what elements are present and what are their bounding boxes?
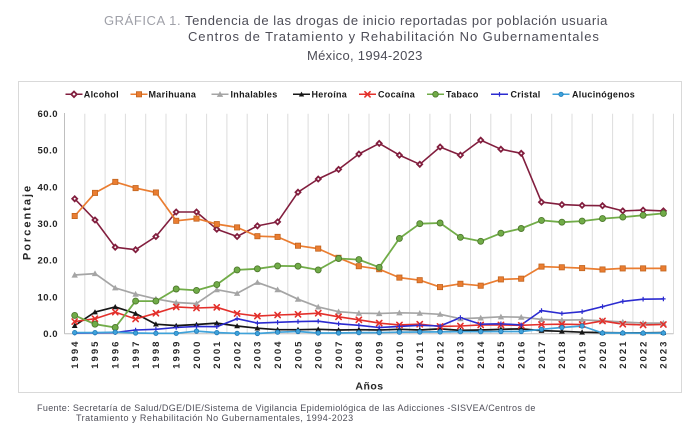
- svg-text:2007: 2007: [334, 340, 345, 369]
- svg-text:Alucinógenos: Alucinógenos: [572, 90, 635, 100]
- svg-text:2023: 2023: [659, 340, 670, 369]
- svg-text:30.0: 30.0: [38, 219, 59, 230]
- svg-text:2020: 2020: [598, 340, 609, 369]
- svg-text:60.0: 60.0: [38, 109, 59, 120]
- svg-text:2018: 2018: [557, 340, 568, 369]
- svg-text:0.0: 0.0: [43, 329, 58, 340]
- svg-text:Marihuana: Marihuana: [149, 90, 197, 100]
- svg-text:1999: 1999: [172, 340, 183, 369]
- svg-text:2009: 2009: [375, 340, 386, 369]
- svg-text:2011: 2011: [415, 340, 426, 369]
- svg-text:50.0: 50.0: [38, 146, 59, 157]
- svg-text:2008: 2008: [354, 340, 365, 369]
- svg-text:Años: Años: [355, 380, 383, 392]
- svg-text:40.0: 40.0: [38, 182, 59, 193]
- svg-text:2012: 2012: [435, 340, 446, 369]
- svg-text:2015: 2015: [496, 340, 507, 369]
- svg-text:Tabaco: Tabaco: [446, 90, 479, 100]
- svg-text:2010: 2010: [395, 340, 406, 369]
- svg-text:2000: 2000: [192, 340, 203, 369]
- svg-text:2016: 2016: [517, 340, 528, 369]
- svg-text:Porcentaje: Porcentaje: [22, 184, 34, 260]
- svg-text:1997: 1997: [131, 340, 142, 369]
- svg-text:2003: 2003: [253, 340, 264, 369]
- svg-text:1995: 1995: [90, 340, 101, 369]
- svg-text:Heroína: Heroína: [312, 90, 348, 100]
- svg-text:10.0: 10.0: [38, 292, 59, 303]
- svg-text:2005: 2005: [293, 340, 304, 369]
- svg-text:Alcohol: Alcohol: [84, 90, 119, 100]
- svg-text:Cocaína: Cocaína: [378, 90, 416, 100]
- svg-text:2022: 2022: [638, 340, 649, 369]
- svg-text:2021: 2021: [618, 340, 629, 369]
- svg-text:2017: 2017: [537, 340, 548, 369]
- svg-text:1994: 1994: [70, 340, 81, 369]
- svg-text:Cristal: Cristal: [511, 90, 541, 100]
- svg-text:Inhalables: Inhalables: [231, 90, 278, 100]
- svg-text:2013: 2013: [456, 340, 467, 369]
- svg-text:1996: 1996: [111, 340, 122, 369]
- svg-text:2019: 2019: [577, 340, 588, 369]
- svg-text:2014: 2014: [476, 340, 487, 369]
- svg-text:2004: 2004: [273, 340, 284, 369]
- svg-text:2006: 2006: [314, 340, 325, 369]
- svg-text:20.0: 20.0: [38, 256, 59, 267]
- svg-text:1998: 1998: [151, 340, 162, 369]
- svg-text:2001: 2001: [212, 340, 223, 369]
- svg-text:2002: 2002: [232, 340, 243, 369]
